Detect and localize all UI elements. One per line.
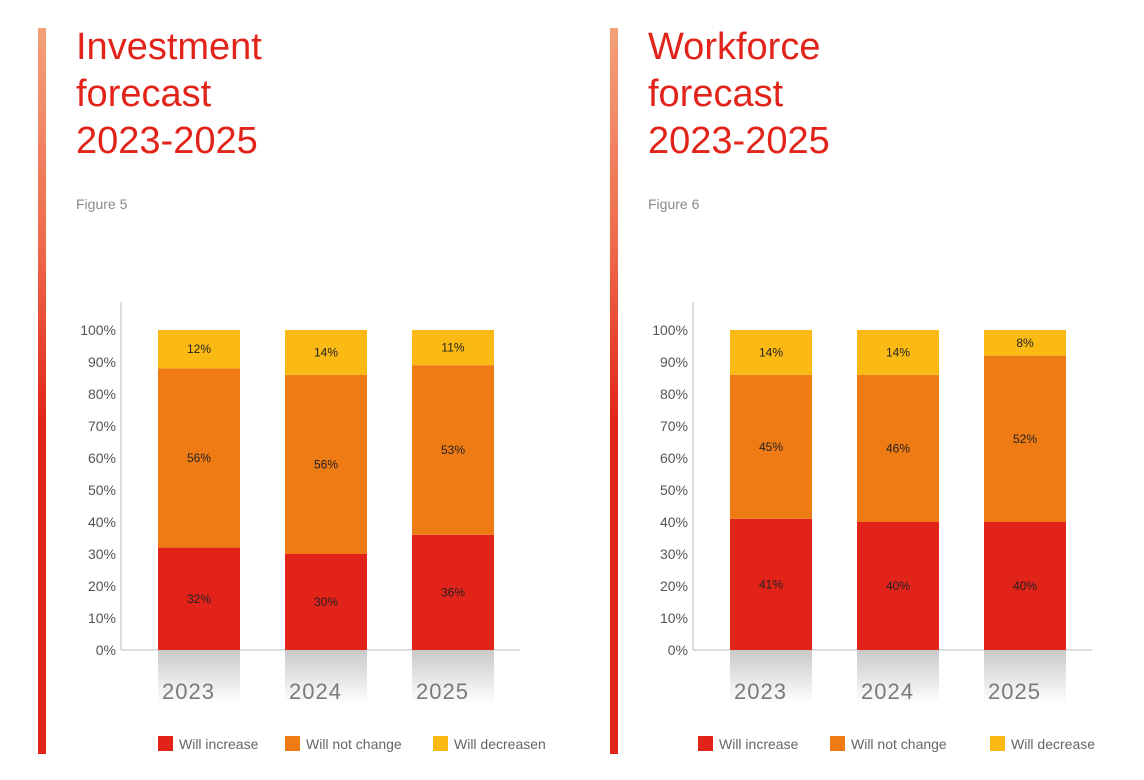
data-label: 45% (759, 440, 783, 454)
bar-segment (984, 355, 1066, 522)
y-tick-label: 50% (660, 482, 688, 498)
bar-segment (730, 330, 812, 375)
bar-segment (857, 374, 939, 522)
y-tick-label: 50% (88, 482, 116, 498)
investment-forecast-panel: Investment forecast 2023-2025 Figure 5 0… (38, 24, 546, 754)
data-label: 56% (187, 451, 211, 465)
bar-segment (285, 374, 367, 554)
y-tick-label: 80% (660, 386, 688, 402)
bar-segment (730, 518, 812, 650)
bar-segment (412, 534, 494, 650)
legend-label: Will not change (851, 736, 947, 752)
data-label: 53% (441, 443, 465, 457)
x-category-label: 2025 (416, 679, 469, 704)
category-label-box (730, 650, 812, 704)
legend-label: Will decreasen (454, 736, 546, 752)
workforce-forecast-panel: Workforce forecast 2023-2025 Figure 6 0%… (572, 0, 1144, 780)
legend-swatch (285, 736, 300, 751)
y-tick-label: 70% (660, 418, 688, 434)
bar-segment (730, 374, 812, 519)
accent-bar (610, 28, 618, 754)
bar-segment (285, 554, 367, 650)
x-category-label: 2023 (734, 679, 787, 704)
bar-segment (158, 368, 240, 548)
y-tick-label: 90% (88, 354, 116, 370)
y-tick-label: 60% (660, 450, 688, 466)
data-label: 36% (441, 585, 465, 599)
data-label: 56% (314, 457, 338, 471)
category-label-box (984, 650, 1066, 704)
accent-bar (38, 28, 46, 754)
category-label-box (412, 650, 494, 704)
workforce-stacked-bar-chart: 0% 10% 20% 30% 40% 50% 60% 70% 80% 90% 100% 2023 202… (652, 302, 1095, 752)
y-tick-label: 30% (660, 546, 688, 562)
y-tick-label: 0% (668, 642, 688, 658)
bar-segment (285, 330, 367, 375)
data-label: 14% (886, 345, 910, 359)
y-tick-label: 0% (96, 642, 116, 658)
y-tick-label: 40% (88, 514, 116, 530)
legend-swatch (990, 736, 1005, 751)
legend-label: Will increase (179, 736, 259, 752)
legend-swatch (433, 736, 448, 751)
category-label-box (158, 650, 240, 704)
investment-stacked-bar-chart: 0% 10% 20% 30% 40% 50% 60% 70% 80% 90% 100% 2023 202… (80, 302, 546, 752)
y-tick-label: 40% (660, 514, 688, 530)
legend-swatch (698, 736, 713, 751)
figure-label: Figure 5 (76, 196, 128, 212)
chart-title: Workforce forecast 2023-2025 (648, 24, 830, 165)
y-tick-label: 60% (88, 450, 116, 466)
title-line: forecast (76, 73, 212, 115)
data-label: 40% (886, 579, 910, 593)
title-line: Workforce (648, 26, 821, 68)
title-line: 2023-2025 (76, 120, 258, 162)
legend-label: Will decrease (1011, 736, 1095, 752)
bar-segment (984, 330, 1066, 356)
bar-segment (158, 547, 240, 650)
title-line: Investment (76, 26, 262, 68)
y-tick-label: 100% (652, 322, 688, 338)
category-label-box (857, 650, 939, 704)
legend-label: Will increase (719, 736, 799, 752)
category-label-box (285, 650, 367, 704)
legend-swatch (158, 736, 173, 751)
chart-title: Investment forecast 2023-2025 (76, 24, 262, 165)
data-label: 46% (886, 441, 910, 455)
data-label: 40% (1013, 579, 1037, 593)
bar-segment (158, 330, 240, 369)
y-tick-label: 10% (88, 610, 116, 626)
data-label: 32% (187, 592, 211, 606)
y-tick-label: 20% (660, 578, 688, 594)
x-category-label: 2025 (988, 679, 1041, 704)
data-label: 41% (759, 577, 783, 591)
y-tick-label: 20% (88, 578, 116, 594)
title-line: 2023-2025 (648, 120, 830, 162)
data-label: 12% (187, 342, 211, 356)
data-label: 14% (759, 345, 783, 359)
x-category-label: 2023 (162, 679, 215, 704)
bar-segment (412, 365, 494, 535)
bar-segment (857, 330, 939, 375)
figure-label: Figure 6 (648, 196, 700, 212)
x-category-label: 2024 (861, 679, 914, 704)
title-line: forecast (648, 73, 784, 115)
y-tick-label: 90% (660, 354, 688, 370)
data-label: 14% (314, 345, 338, 359)
bar-segment (412, 330, 494, 366)
data-label: 52% (1013, 432, 1037, 446)
y-tick-label: 70% (88, 418, 116, 434)
data-label: 11% (441, 341, 464, 355)
data-label: 30% (314, 595, 338, 609)
bar-segment (857, 522, 939, 650)
y-tick-label: 100% (80, 322, 116, 338)
x-category-label: 2024 (289, 679, 342, 704)
y-tick-label: 10% (660, 610, 688, 626)
y-tick-label: 80% (88, 386, 116, 402)
y-tick-label: 30% (88, 546, 116, 562)
bar-segment (984, 522, 1066, 650)
data-label: 8% (1016, 336, 1034, 350)
legend-label: Will not change (306, 736, 402, 752)
legend-swatch (830, 736, 845, 751)
